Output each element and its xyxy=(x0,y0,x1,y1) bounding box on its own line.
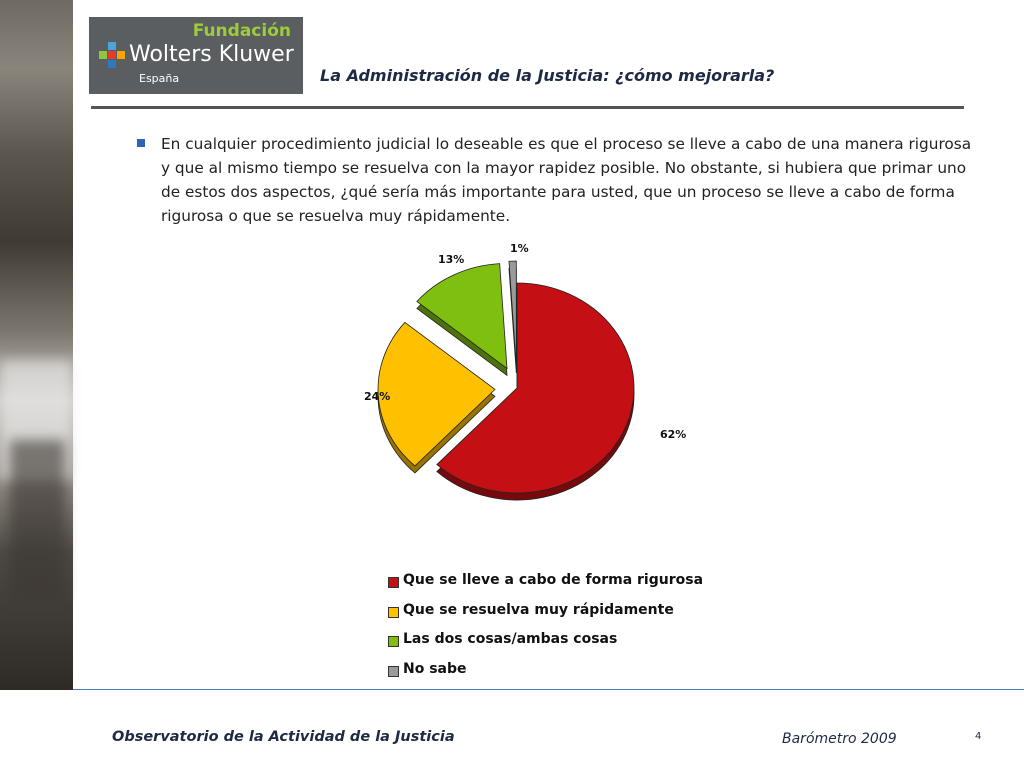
footer-source: Observatorio de la Actividad de la Justi… xyxy=(112,729,455,745)
legend-label: Las dos cosas/ambas cosas xyxy=(403,631,618,647)
logo-fundacion: Fundación xyxy=(192,21,291,41)
side-photo xyxy=(0,0,73,690)
pie-label-4: 1% xyxy=(510,242,529,255)
legend-label: Que se lleve a cabo de forma rigurosa xyxy=(403,572,704,588)
pie-slice-2 xyxy=(377,321,496,474)
logo: Fundación Wolters Kluwer España xyxy=(89,17,303,94)
question-text: En cualquier procedimiento judicial lo d… xyxy=(161,135,972,225)
legend-swatch xyxy=(388,665,399,677)
legend-swatch xyxy=(388,577,399,588)
footer-divider xyxy=(73,689,1024,690)
pie-label-2: 24% xyxy=(364,390,390,403)
pie-slice-3 xyxy=(416,263,508,377)
legend-label: No sabe xyxy=(403,660,467,677)
page-number: 4 xyxy=(975,731,982,742)
legend-swatch xyxy=(388,606,399,618)
logo-mark-icon xyxy=(99,42,125,68)
bullet-icon xyxy=(137,139,145,147)
logo-brand: Wolters Kluwer xyxy=(129,42,294,67)
pie-slice-1 xyxy=(436,282,635,501)
header-divider xyxy=(91,106,964,109)
pie-label-1: 62% xyxy=(660,428,686,441)
legend-label: Que se resuelva muy rápidamente xyxy=(403,601,674,618)
page-title: La Administración de la Justicia: ¿cómo … xyxy=(320,66,775,85)
pie-slice-4 xyxy=(508,260,517,374)
logo-region: España xyxy=(139,72,180,85)
pie-label-3: 13% xyxy=(438,253,464,266)
pie-chart: 62% 24% 13% 1% xyxy=(364,242,686,501)
footer-edition: Barómetro 2009 xyxy=(782,731,897,747)
legend-swatch xyxy=(388,636,399,647)
